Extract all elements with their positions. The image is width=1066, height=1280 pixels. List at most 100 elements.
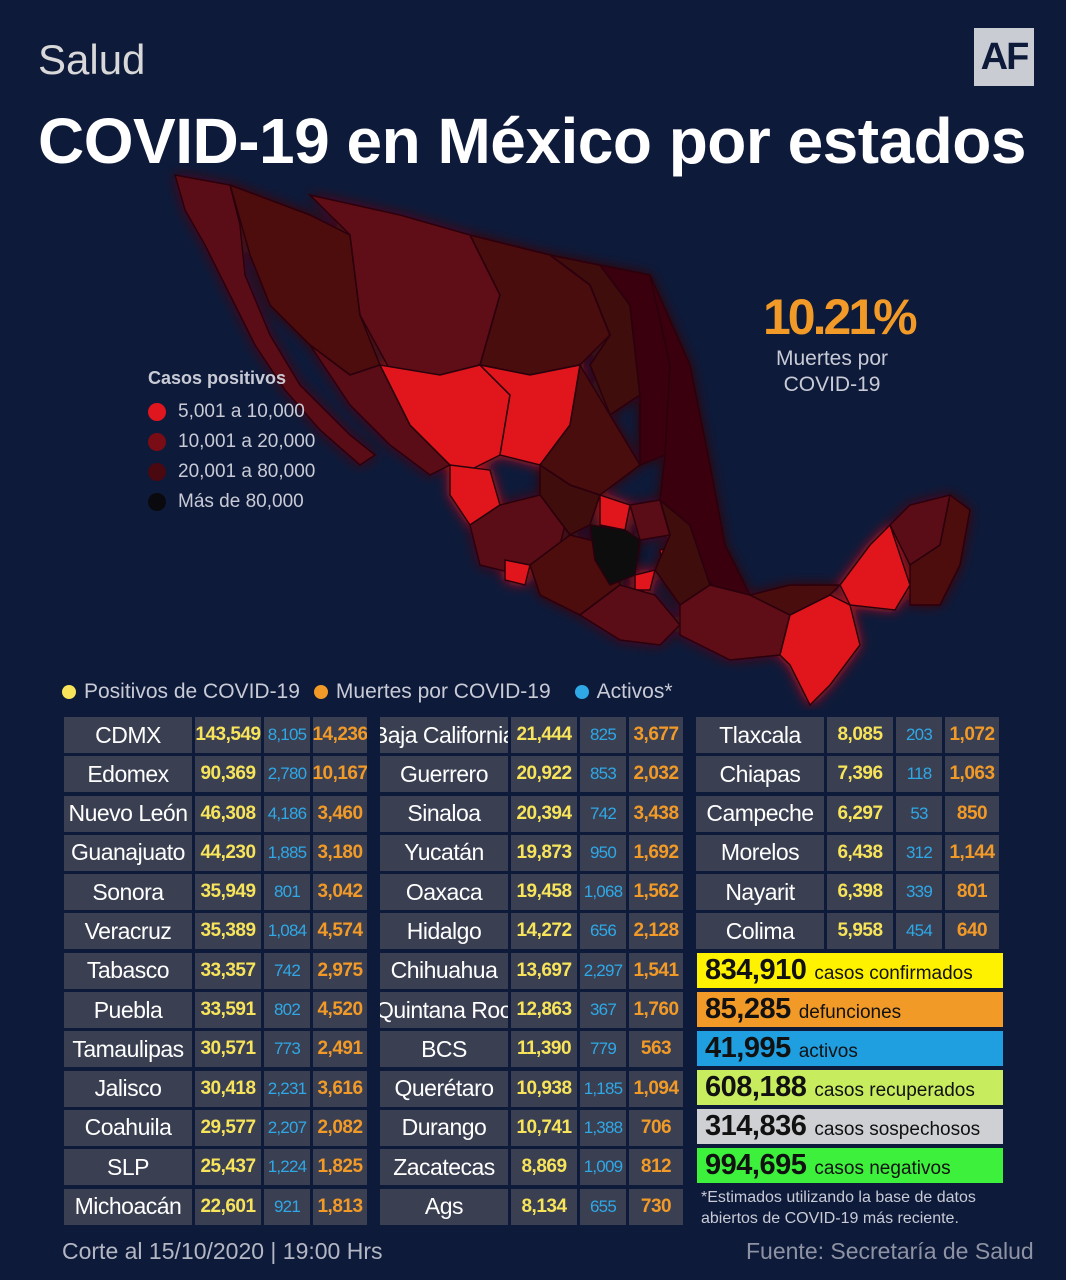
legend-label: 10,001 a 20,000: [178, 431, 316, 452]
summary-value: 85,285: [705, 993, 791, 1025]
state-name-cell: Puebla: [64, 992, 192, 1029]
state-name-cell: Sonora: [64, 874, 192, 911]
table-row: Veracruz 35,389 1,084 4,574: [64, 913, 370, 952]
positive-cell: 30,418: [195, 1070, 261, 1107]
summary-label: casos recuperados: [814, 1080, 975, 1101]
active-cell: 656: [580, 913, 626, 950]
positive-cell: 33,591: [195, 992, 261, 1029]
active-cell: 312: [896, 834, 942, 871]
deaths-cell: 14,236: [313, 717, 367, 753]
death-rate-value: 10.21%: [763, 289, 918, 345]
table-row: Tabasco 33,357 742 2,975: [64, 952, 370, 992]
table-row: Zacatecas 8,869 1,009 812: [380, 1149, 686, 1188]
active-cell: 4,186: [264, 795, 310, 832]
legend-item: 20,001 a 80,000: [148, 457, 315, 487]
deaths-cell: 4,574: [313, 913, 367, 950]
state-name-cell: Tamaulipas: [64, 1031, 192, 1068]
deaths-cell: 1,072: [945, 717, 999, 753]
queretaro-region: [599, 493, 631, 531]
table-row: Nuevo León 46,308 4,186 3,460: [64, 795, 370, 835]
series-legend-active: Activos*: [574, 680, 673, 704]
deaths-cell: 2,032: [629, 756, 683, 793]
table-row: BCS 11,390 779 563: [380, 1031, 686, 1070]
states-table-2: Baja California 21,444 825 3,677 Guerrero 20,…: [380, 717, 686, 1228]
footer-date: Corte al 15/10/2020 | 19:00 Hrs: [62, 1238, 383, 1264]
deaths-cell: 1,760: [629, 992, 683, 1029]
tabasco-region: [747, 584, 842, 616]
positive-cell: 5,958: [827, 913, 893, 950]
deaths-cell: 640: [945, 913, 999, 950]
active-cell: 801: [264, 874, 310, 911]
table-row: Coahuila 29,577 2,207 2,082: [64, 1109, 370, 1149]
states-table-3: Tlaxcala 8,085 203 1,072 Chiapas 7,396 118 1,06…: [696, 717, 1002, 953]
state-name-cell: Coahuila: [64, 1109, 192, 1146]
table-row: Jalisco 30,418 2,231 3,616: [64, 1070, 370, 1110]
deaths-cell: 2,491: [313, 1031, 367, 1068]
positive-cell: 13,697: [511, 952, 577, 989]
legend-item: Más de 80,000: [148, 487, 315, 517]
active-cell: 921: [264, 1188, 310, 1225]
summary-value: 608,188: [705, 1071, 807, 1103]
states-table-1: CDMX 143,549 8,105 14,236 Edomex 90,369 2,780 1…: [64, 717, 370, 1228]
state-name-cell: Yucatán: [380, 834, 508, 871]
state-name-cell: Veracruz: [64, 913, 192, 950]
summary-negative: 994,695 casos negativos: [697, 1148, 1003, 1183]
active-cell: 950: [580, 834, 626, 871]
active-cell: 2,207: [264, 1109, 310, 1146]
state-name-cell: BCS: [380, 1031, 508, 1068]
summary-active: 41,995 activos: [697, 1031, 1003, 1066]
deaths-cell: 1,541: [629, 952, 683, 989]
death-rate-label: Muertes por COVID-19: [775, 347, 889, 396]
positive-cell: 12,863: [511, 992, 577, 1029]
summary-value: 994,695: [705, 1149, 807, 1181]
positive-cell: 6,438: [827, 834, 893, 871]
deaths-cell: 801: [945, 874, 999, 911]
deaths-cell: 812: [629, 1149, 683, 1186]
summary-deaths: 85,285 defunciones: [697, 992, 1003, 1027]
active-cell: 1,885: [264, 834, 310, 871]
positive-cell: 6,398: [827, 874, 893, 911]
state-name-cell: Morelos: [696, 834, 824, 871]
state-name-cell: Edomex: [64, 756, 192, 793]
state-name-cell: Nuevo León: [64, 795, 192, 832]
section-label: Salud: [38, 36, 146, 83]
state-name-cell: Tlaxcala: [696, 717, 824, 753]
positive-cell: 22,601: [195, 1188, 261, 1225]
legend-dot-icon: [148, 403, 166, 421]
active-cell: 742: [580, 795, 626, 832]
deaths-cell: 730: [629, 1188, 683, 1225]
series-legend-deaths: Muertes por COVID-19: [313, 680, 551, 704]
positive-cell: 21,444: [511, 717, 577, 753]
summary-label: defunciones: [798, 1002, 902, 1023]
page-title: COVID-19 en México por estados: [38, 105, 1026, 177]
active-cell: 2,297: [580, 952, 626, 989]
positive-cell: 46,308: [195, 795, 261, 832]
table-row: Guerrero 20,922 853 2,032: [380, 756, 686, 795]
table-row: Yucatán 19,873 950 1,692: [380, 834, 686, 874]
state-name-cell: Durango: [380, 1109, 508, 1146]
deaths-cell: 10,167: [313, 756, 367, 793]
positive-cell: 8,085: [827, 717, 893, 753]
table-row: Tlaxcala 8,085 203 1,072: [696, 717, 1002, 756]
legend-title: Casos positivos: [148, 368, 287, 388]
legend-label: 20,001 a 80,000: [178, 461, 316, 482]
series-label: Activos*: [596, 680, 673, 703]
active-cell: 454: [896, 913, 942, 950]
summary-value: 834,910: [705, 954, 807, 986]
deaths-cell: 563: [629, 1031, 683, 1068]
positive-cell: 20,394: [511, 795, 577, 832]
deaths-cell: 1,562: [629, 874, 683, 911]
active-cell: 825: [580, 717, 626, 753]
legend-dot-icon: [148, 463, 166, 481]
colima-region: [504, 559, 531, 586]
footer-source: Fuente: Secretaría de Salud: [746, 1238, 1034, 1264]
positive-cell: 19,458: [511, 874, 577, 911]
series-legend: Positivos de COVID-19 Muertes por COVID-…: [62, 680, 687, 704]
state-name-cell: Oaxaca: [380, 874, 508, 911]
deaths-cell: 3,438: [629, 795, 683, 832]
state-name-cell: Michoacán: [64, 1188, 192, 1225]
summary-recovered: 608,188 casos recuperados: [697, 1070, 1003, 1105]
positive-cell: 90,369: [195, 756, 261, 793]
summary-label: casos sospechosos: [814, 1119, 981, 1140]
table-row: Colima 5,958 454 640: [696, 913, 1002, 952]
